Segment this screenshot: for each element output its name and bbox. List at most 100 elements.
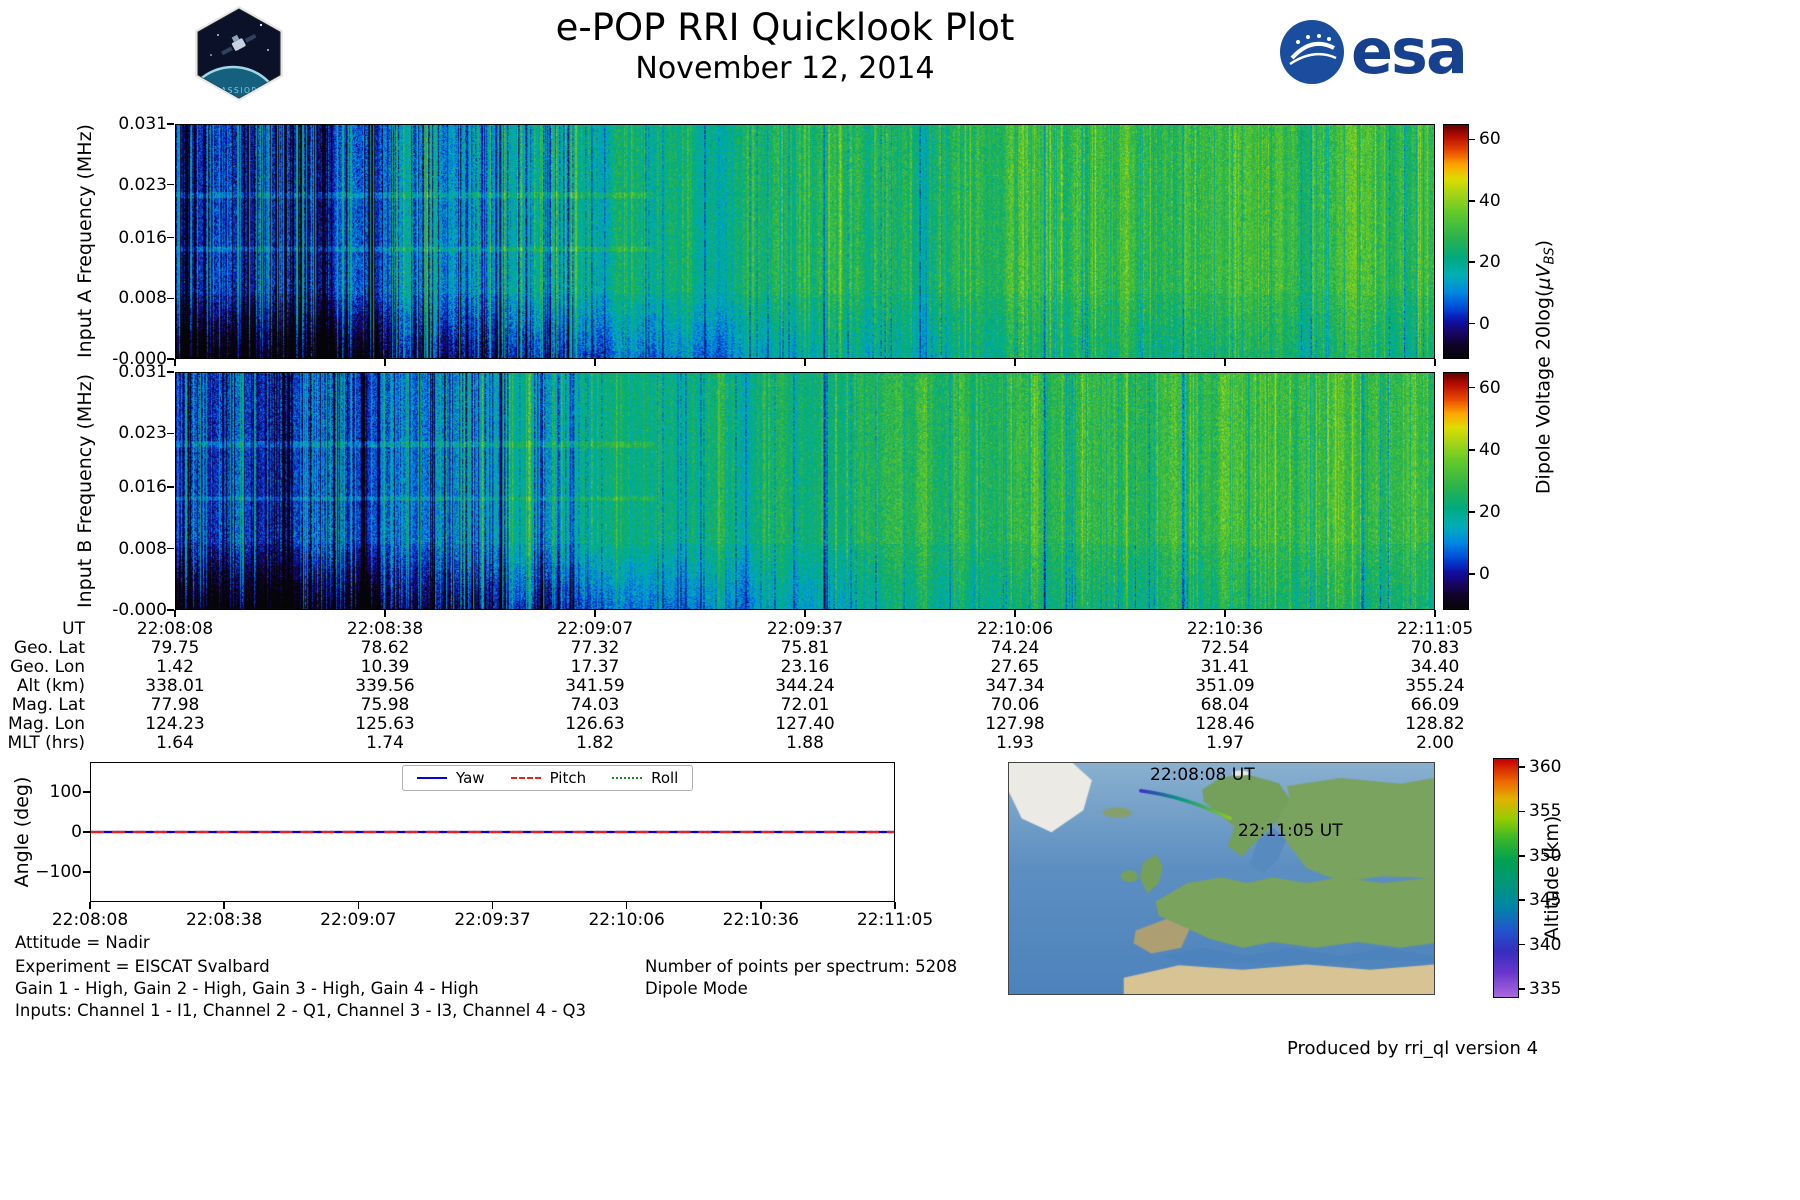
ephemeris-value: 338.01 <box>145 676 205 696</box>
altitude-colorbar-gradient <box>1494 759 1518 997</box>
freq-ytick-label: 0.016 <box>118 227 167 248</box>
angle-xtick-mark <box>89 902 91 909</box>
legend-line-sample <box>510 777 541 779</box>
freq-ytick-label: -0.000 <box>112 600 167 620</box>
alt-cbar-tick-mark <box>1519 899 1525 901</box>
ephemeris-value: 70.83 <box>1410 638 1460 658</box>
freq-ytick-label: 0.023 <box>118 423 167 444</box>
ephemeris-value: 75.98 <box>360 695 410 715</box>
freq-ytick-mark <box>167 297 174 300</box>
freq-ytick-label: 0.031 <box>118 114 167 134</box>
angle-xtick-label: 22:09:07 <box>320 910 397 930</box>
alt-cbar-tick-label: 335 <box>1529 979 1562 1000</box>
cbar-tick-label: 0 <box>1479 564 1490 585</box>
freq-ytick-label: -0.000 <box>112 349 167 369</box>
ephemeris-value: 22:09:07 <box>556 619 634 639</box>
ephemeris-value: 1.88 <box>786 733 824 753</box>
ephemeris-value: 66.09 <box>1410 695 1460 715</box>
ephemeris-value: 22:08:08 <box>136 619 214 639</box>
ephemeris-value: 347.34 <box>985 676 1045 696</box>
freq-ytick-mark <box>167 432 174 435</box>
ephemeris-value: 2.00 <box>1416 733 1454 753</box>
colorbar-a-gradient <box>1444 125 1468 358</box>
ephemeris-value: 74.03 <box>570 695 620 715</box>
ephemeris-value: 10.39 <box>360 657 410 677</box>
ephemeris-value: 79.75 <box>150 638 200 658</box>
legend-line-sample <box>612 777 643 779</box>
ephemeris-value: 126.63 <box>565 714 625 734</box>
freq-ytick-label: 0.031 <box>118 362 167 382</box>
ephemeris-value: 22:10:06 <box>976 619 1054 639</box>
freq-ytick-label: 0.008 <box>118 288 167 309</box>
angle-xtick-label: 22:08:38 <box>185 910 263 930</box>
header-titles: e-POP RRI Quicklook Plot November 12, 20… <box>400 6 1170 86</box>
time-xtick-mark <box>594 359 596 366</box>
cbar-tick-label: 60 <box>1479 129 1501 150</box>
ephemeris-value: 339.56 <box>355 676 415 696</box>
ephemeris-value: 128.46 <box>1195 714 1255 734</box>
freq-ytick-label: 0.016 <box>118 477 167 498</box>
ephemeris-value: 74.24 <box>990 638 1040 658</box>
ephemeris-row-label: Mag. Lon <box>7 714 85 734</box>
angle-xtick-mark <box>491 902 494 909</box>
cbar-tick-label: 60 <box>1479 377 1501 398</box>
angle-xtick-mark <box>894 902 896 909</box>
time-xtick-mark <box>1014 359 1016 366</box>
ephemeris-value: 127.40 <box>775 714 835 734</box>
cbar-tick-mark <box>1469 573 1475 575</box>
ephemeris-value: 27.65 <box>990 657 1040 677</box>
time-xtick-mark <box>174 610 176 617</box>
legend-item-roll: Roll <box>612 769 678 787</box>
freq-ytick-mark <box>167 236 174 239</box>
freq-ytick-mark <box>167 183 174 186</box>
time-xtick-mark <box>384 359 386 366</box>
note-inputs: Inputs: Channel 1 - I1, Channel 2 - Q1, … <box>15 1001 586 1020</box>
ephemeris-value: 78.62 <box>360 638 410 658</box>
spectrogram-b-image <box>176 373 1434 609</box>
ephemeris-value: 344.24 <box>775 676 835 696</box>
legend-item-yaw: Yaw <box>417 769 485 787</box>
esa-wordmark: esa <box>1351 15 1468 88</box>
angle-ytick-label: 100 <box>49 782 82 802</box>
legend-label: Yaw <box>456 769 485 787</box>
freq-ytick-label: 0.008 <box>118 538 167 559</box>
angle-xtick-label: 22:10:36 <box>722 910 799 930</box>
time-xtick-mark <box>594 610 596 617</box>
patch-earth-limb <box>198 65 280 98</box>
spectrogram-a-colorbar <box>1443 124 1469 359</box>
alt-cbar-tick-mark <box>1519 810 1525 813</box>
esa-emblem-icon <box>1280 20 1344 84</box>
ephemeris-value: 127.98 <box>985 714 1045 734</box>
time-xtick-mark <box>1224 359 1226 366</box>
note-points-per-spectrum: Number of points per spectrum: 5208 <box>645 957 958 976</box>
esa-logo: esa <box>1278 15 1468 88</box>
legend-label: Pitch <box>549 769 587 787</box>
cbar-tick-label: 40 <box>1479 439 1501 460</box>
note-experiment: Experiment = EISCAT Svalbard <box>15 957 270 976</box>
freq-ytick-mark <box>167 486 174 488</box>
ephemeris-value: 22:11:05 <box>1396 619 1474 639</box>
angle-ytick-mark <box>83 791 90 793</box>
ephemeris-value: 68.04 <box>1200 695 1250 715</box>
ground-track-map-image <box>1009 763 1434 994</box>
track-start-label: 22:08:08 UT <box>1150 765 1255 785</box>
cbar-tick-mark <box>1469 261 1475 263</box>
cbar-tick-mark <box>1469 449 1475 451</box>
angle-xtick-label: 22:08:08 <box>51 910 129 930</box>
alt-cbar-tick-mark <box>1519 943 1525 946</box>
spectrogram-a-panel <box>175 124 1435 359</box>
legend-item-pitch: Pitch <box>510 769 587 787</box>
spectrogram-a-image <box>176 125 1434 358</box>
colorbar-b-gradient <box>1444 373 1468 609</box>
spectrogram-b-panel <box>175 372 1435 610</box>
ephemeris-value: 72.54 <box>1200 638 1250 658</box>
angle-xtick-mark <box>223 902 225 909</box>
attitude-legend: Yaw Pitch Roll <box>402 765 694 791</box>
note-attitude: Attitude = Nadir <box>15 933 150 952</box>
track-end-label: 22:11:05 UT <box>1238 821 1343 841</box>
ephemeris-value: 1.74 <box>366 733 404 753</box>
cbar-tick-label: 20 <box>1479 502 1501 522</box>
ephemeris-value: 341.59 <box>565 676 625 696</box>
alt-cbar-tick-label: 355 <box>1529 801 1562 822</box>
